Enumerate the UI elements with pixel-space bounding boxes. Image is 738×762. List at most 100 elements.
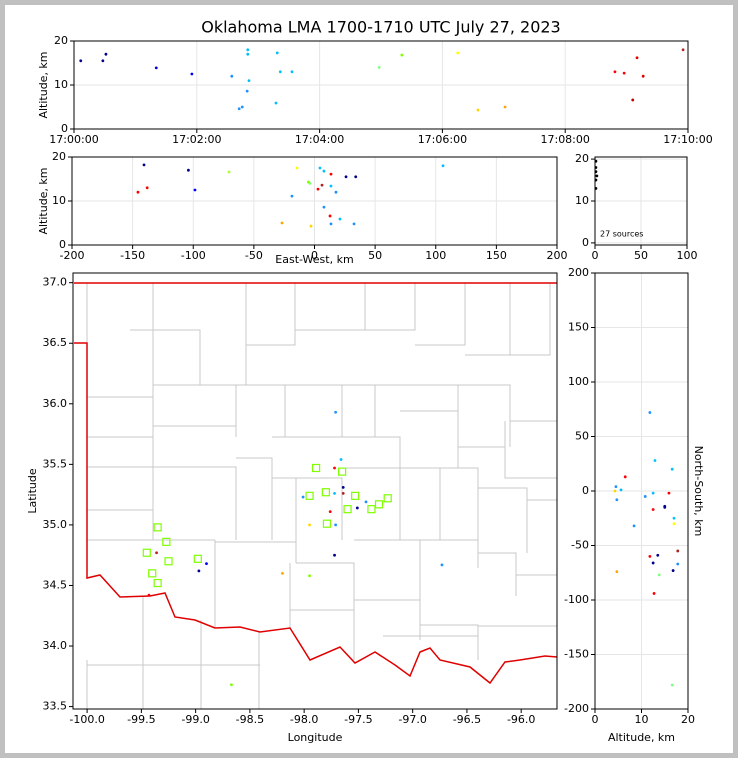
source-point: [142, 163, 146, 167]
source-point: [663, 505, 667, 509]
source-point: [333, 553, 336, 557]
station: [142, 548, 151, 557]
source-point: [594, 187, 598, 190]
figure-background: [5, 5, 733, 753]
y-tick-label: -50: [571, 539, 589, 552]
y-tick-label: 34.0: [43, 639, 68, 652]
annotation: 27 sources: [600, 230, 643, 239]
x-tick-label: 17:10:00: [663, 133, 712, 146]
source-point: [281, 571, 284, 575]
source-point: [329, 172, 333, 176]
source-point: [676, 562, 680, 566]
x-tick-label: -200: [60, 249, 85, 262]
source-point: [344, 175, 348, 179]
source-point: [246, 48, 250, 52]
source-point: [456, 51, 460, 55]
station: [383, 494, 392, 503]
plot-frame: [71, 156, 558, 246]
y-tick-label: 0: [582, 236, 589, 249]
source-point: [595, 174, 599, 178]
source-point: [352, 222, 356, 226]
source-point: [338, 217, 342, 221]
x-tick-label: -98.0: [290, 713, 318, 726]
source-point: [193, 188, 197, 192]
source-point: [339, 458, 343, 461]
x-axis-label: Altitude, km: [608, 731, 675, 744]
y-tick-label: 10: [52, 194, 66, 207]
source-point: [230, 683, 233, 687]
y-tick-label: 0: [61, 122, 68, 135]
x-tick-label: 150: [486, 249, 507, 262]
source-point: [205, 562, 208, 566]
station: [374, 500, 384, 509]
source-point: [354, 175, 358, 179]
source-point: [632, 524, 636, 528]
y-tick-label: 10: [575, 194, 589, 207]
source-point: [245, 89, 249, 93]
source-point: [334, 410, 338, 414]
source-point: [101, 59, 105, 63]
source-point: [613, 70, 617, 74]
x-tick-label: 10: [635, 713, 649, 726]
source-point: [676, 549, 680, 553]
source-point: [154, 66, 158, 70]
source-point: [290, 194, 294, 198]
source-point: [594, 178, 598, 182]
source-point: [671, 569, 675, 572]
source-point: [329, 184, 333, 188]
source-point: [667, 491, 671, 495]
source-point: [309, 224, 313, 228]
x-tick-label: -100: [181, 249, 206, 262]
plot-frame: [72, 272, 558, 710]
y-tick-label: 37.0: [43, 276, 68, 289]
source-point: [648, 555, 652, 558]
station: [153, 578, 162, 588]
station: [164, 557, 173, 566]
x-tick-label: -99.5: [127, 713, 155, 726]
source-point: [657, 573, 661, 577]
station: [338, 467, 347, 476]
source-point: [613, 489, 617, 493]
source-point: [648, 411, 652, 414]
source-point: [79, 59, 83, 63]
station: [162, 537, 171, 546]
source-point: [247, 79, 251, 82]
source-point: [320, 183, 324, 187]
y-tick-label: 20: [575, 152, 589, 165]
y-tick-label: 50: [575, 430, 589, 443]
station: [193, 554, 202, 563]
source-point: [237, 107, 241, 111]
source-point: [619, 488, 623, 492]
station: [153, 523, 162, 532]
x-tick-label: -50: [245, 249, 263, 262]
source-point: [329, 222, 333, 226]
source-point: [377, 66, 381, 69]
x-tick-label: -100.0: [69, 713, 104, 726]
station: [343, 505, 352, 514]
source-point: [594, 159, 598, 163]
source-point: [147, 593, 151, 597]
source-point: [316, 187, 320, 191]
y-tick-label: 35.5: [43, 457, 68, 470]
source-point: [334, 523, 338, 527]
source-point: [328, 510, 332, 513]
source-point: [274, 101, 278, 105]
source-point: [653, 459, 657, 462]
plot-frame: [594, 156, 688, 246]
x-tick-label: -96.0: [507, 713, 535, 726]
x-axis-label: East-West, km: [275, 253, 353, 266]
source-point: [441, 164, 445, 168]
source-point: [614, 485, 618, 489]
y-tick-label: -100: [564, 593, 589, 606]
source-point: [341, 485, 345, 489]
x-tick-label: 17:02:00: [172, 133, 221, 146]
source-point: [400, 53, 404, 57]
source-point: [681, 48, 685, 52]
source-point: [651, 508, 655, 511]
x-tick-label: -97.5: [344, 713, 372, 726]
y-tick-label: -150: [564, 648, 589, 661]
y-tick-label: 150: [568, 321, 589, 334]
source-point: [145, 186, 149, 190]
source-point: [355, 506, 359, 510]
source-point: [670, 683, 674, 687]
